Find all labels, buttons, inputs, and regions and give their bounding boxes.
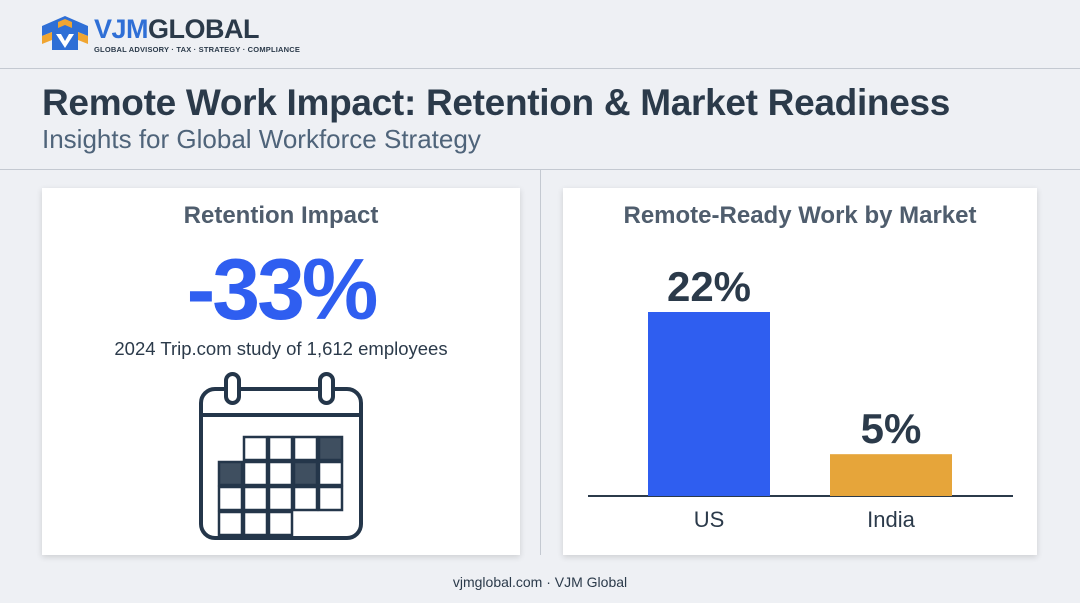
page-title: Remote Work Impact: Retention & Market R… xyxy=(42,82,951,123)
category-label-us: US xyxy=(694,507,725,532)
page-subtitle: Insights for Global Workforce Strategy xyxy=(42,124,481,154)
market-chart-card: Remote-Ready Work by Market 22% US 5% India xyxy=(563,188,1037,555)
calendar-icon xyxy=(199,372,363,540)
value-label-india: 5% xyxy=(861,405,922,452)
header-top-divider xyxy=(0,68,1080,69)
header-bottom-divider xyxy=(0,169,1080,170)
bar-india xyxy=(830,454,952,496)
retention-caption: 2024 Trip.com study of 1,612 employees xyxy=(114,338,448,359)
retention-value: -33% xyxy=(186,242,379,338)
vjm-logo-icon xyxy=(42,16,88,50)
footer-text: vjmglobal.com · VJM Global xyxy=(452,574,628,590)
brand-name-part2: GLOBAL xyxy=(148,14,260,44)
bar-us xyxy=(648,312,770,496)
brand-logo: VJMGLOBAL GLOBAL ADVISORY · TAX · STRATE… xyxy=(40,14,300,54)
retention-card: Retention Impact -33% 2024 Trip.com stud… xyxy=(42,188,520,555)
value-label-us: 22% xyxy=(667,263,751,310)
chart-title: Remote-Ready Work by Market xyxy=(623,202,977,229)
retention-title: Retention Impact xyxy=(183,202,379,229)
remote-ready-bar-chart: 22% US 5% India xyxy=(588,263,1013,532)
brand-name: VJMGLOBAL xyxy=(94,14,300,44)
brand-tagline: GLOBAL ADVISORY · TAX · STRATEGY · COMPL… xyxy=(94,45,301,54)
category-label-india: India xyxy=(867,507,915,532)
brand-name-part1: VJM xyxy=(94,14,149,44)
panel-vertical-divider xyxy=(540,170,541,555)
